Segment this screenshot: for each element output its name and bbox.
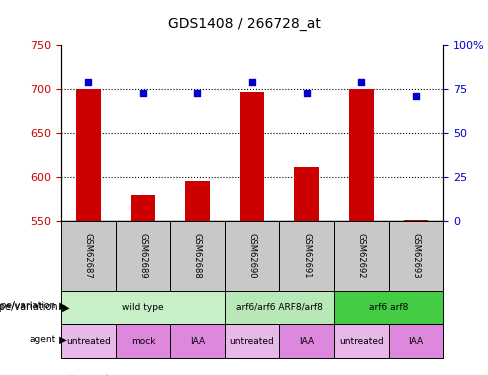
Bar: [76, 89, 101, 221]
Bar: [185, 181, 210, 221]
Text: GSM62692: GSM62692: [357, 233, 366, 279]
Text: genotype/variation: genotype/variation: [0, 302, 56, 310]
Text: wild type: wild type: [122, 303, 163, 312]
Text: agent: agent: [30, 335, 56, 344]
Text: ▶: ▶: [59, 303, 69, 313]
Point: [412, 93, 420, 99]
Text: arf6/arf6 ARF8/arf8: arf6/arf6 ARF8/arf8: [236, 303, 323, 312]
Text: untreated: untreated: [230, 337, 274, 346]
Bar: [240, 92, 264, 221]
Text: ▶: ▶: [56, 301, 67, 311]
Text: untreated: untreated: [66, 337, 111, 346]
Text: mock: mock: [131, 337, 155, 346]
Text: GSM62691: GSM62691: [302, 233, 311, 279]
Text: IAA: IAA: [408, 337, 424, 346]
Point: [248, 79, 256, 85]
Text: arf6 arf8: arf6 arf8: [369, 303, 408, 312]
Text: IAA: IAA: [299, 337, 314, 346]
Bar: [294, 166, 319, 221]
Point: [84, 79, 92, 85]
Text: ▶: ▶: [56, 334, 67, 345]
Point: [194, 90, 202, 96]
Text: genotype/variation: genotype/variation: [0, 303, 59, 312]
Text: GSM62690: GSM62690: [247, 233, 257, 279]
Point: [303, 90, 310, 96]
Bar: [349, 89, 373, 221]
Text: GDS1408 / 266728_at: GDS1408 / 266728_at: [167, 17, 321, 31]
Text: ■: ■: [66, 374, 77, 375]
Text: untreated: untreated: [339, 337, 384, 346]
Bar: [131, 195, 155, 221]
Text: GSM62689: GSM62689: [139, 233, 147, 279]
Text: GSM62687: GSM62687: [84, 233, 93, 279]
Point: [139, 90, 147, 96]
Text: GSM62693: GSM62693: [411, 233, 420, 279]
Text: IAA: IAA: [190, 337, 205, 346]
Bar: [404, 220, 428, 221]
Text: count: count: [83, 374, 111, 375]
Point: [357, 79, 365, 85]
Text: GSM62688: GSM62688: [193, 233, 202, 279]
